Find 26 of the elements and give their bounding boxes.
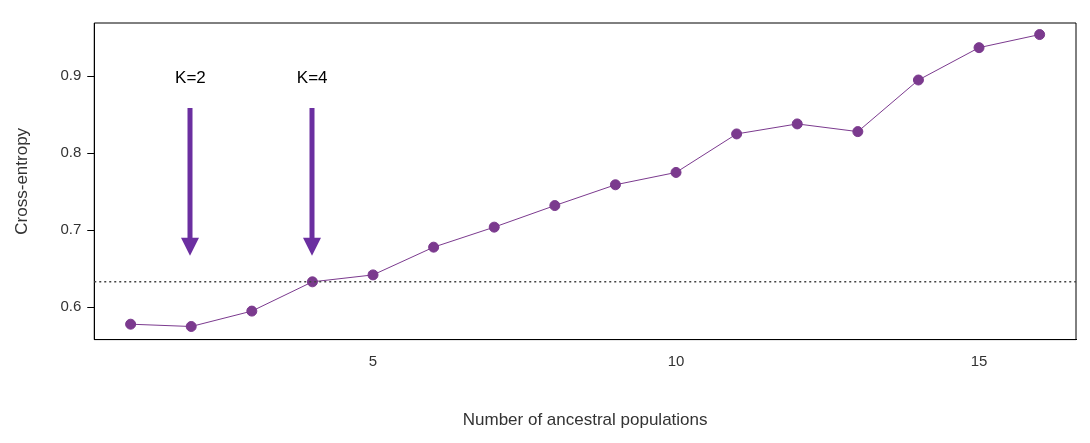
x-tick-label: 15 (970, 351, 988, 369)
y-axis-title: Cross-entropy (11, 127, 31, 235)
point (731, 128, 743, 140)
annotation: K=2 (175, 67, 206, 87)
annotation: K=4 (296, 67, 328, 87)
point (852, 126, 864, 138)
x-tick-label: 10 (667, 351, 685, 369)
point (1034, 29, 1046, 41)
point (973, 42, 985, 54)
point (367, 269, 379, 281)
y-tick-label: 0.7 (60, 220, 82, 238)
x-axis-title: Number of ancestral populations (462, 410, 708, 430)
y-tick-label: 0.6 (60, 297, 82, 315)
point (791, 118, 803, 130)
point (549, 200, 561, 212)
point (670, 166, 682, 178)
y-tick-label: 0.8 (60, 143, 82, 161)
y-tick-label: 0.9 (60, 66, 82, 84)
point (488, 221, 500, 233)
point (912, 74, 924, 86)
point (125, 318, 137, 330)
point (246, 305, 258, 317)
point (609, 179, 621, 191)
point (185, 321, 197, 333)
x-tick-label: 5 (368, 351, 378, 369)
point (428, 241, 440, 253)
